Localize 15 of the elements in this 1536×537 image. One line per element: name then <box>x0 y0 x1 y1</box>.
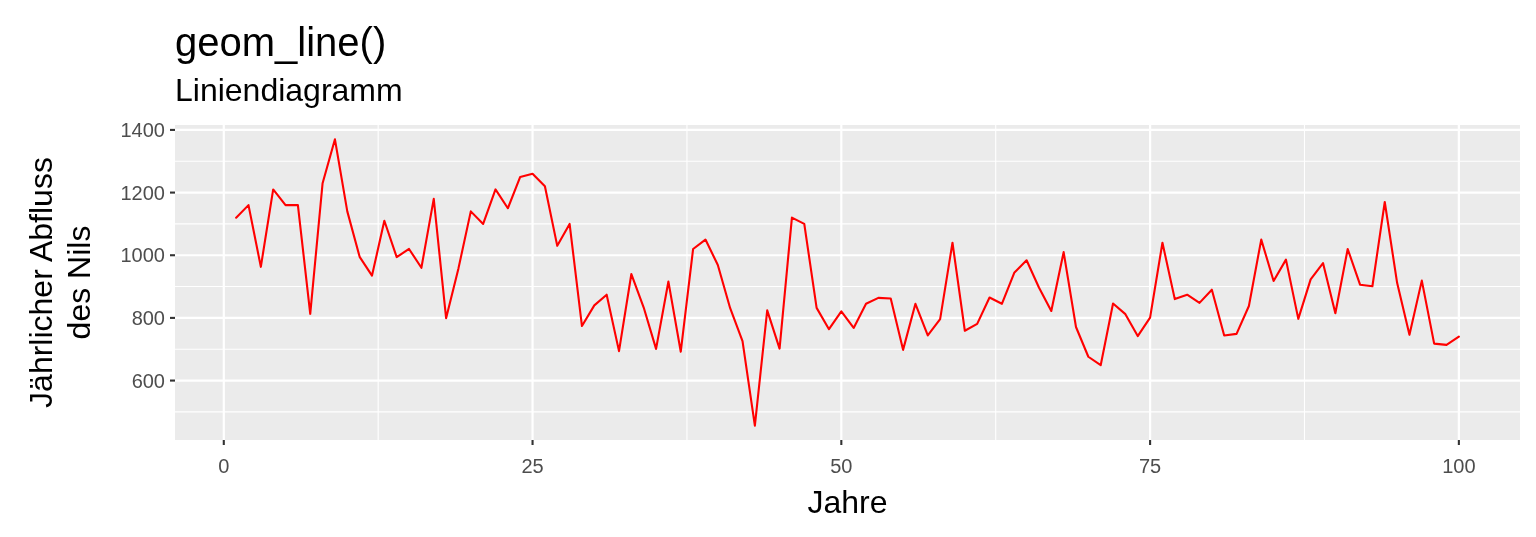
line-series <box>235 138 1460 427</box>
x-tick-label: 50 <box>830 455 853 477</box>
x-tick-label: 25 <box>521 455 544 477</box>
chart-subtitle: Liniendiagramm <box>175 72 403 108</box>
y-tick-label: 600 <box>131 369 165 392</box>
y-tick-label: 1000 <box>120 244 165 267</box>
y-axis-title: Jährlicher Abfluss des Nils <box>23 157 97 408</box>
chart-title: geom_line() <box>175 20 387 64</box>
x-axis-title: Jahre <box>807 484 888 520</box>
x-tick-label: 0 <box>218 455 230 477</box>
x-tick-label: 100 <box>1442 455 1476 477</box>
y-tick-label: 800 <box>131 306 165 329</box>
y-tick-label: 1400 <box>120 118 165 141</box>
y-tick-label: 1200 <box>120 181 165 204</box>
x-tick-label: 75 <box>1138 455 1162 477</box>
